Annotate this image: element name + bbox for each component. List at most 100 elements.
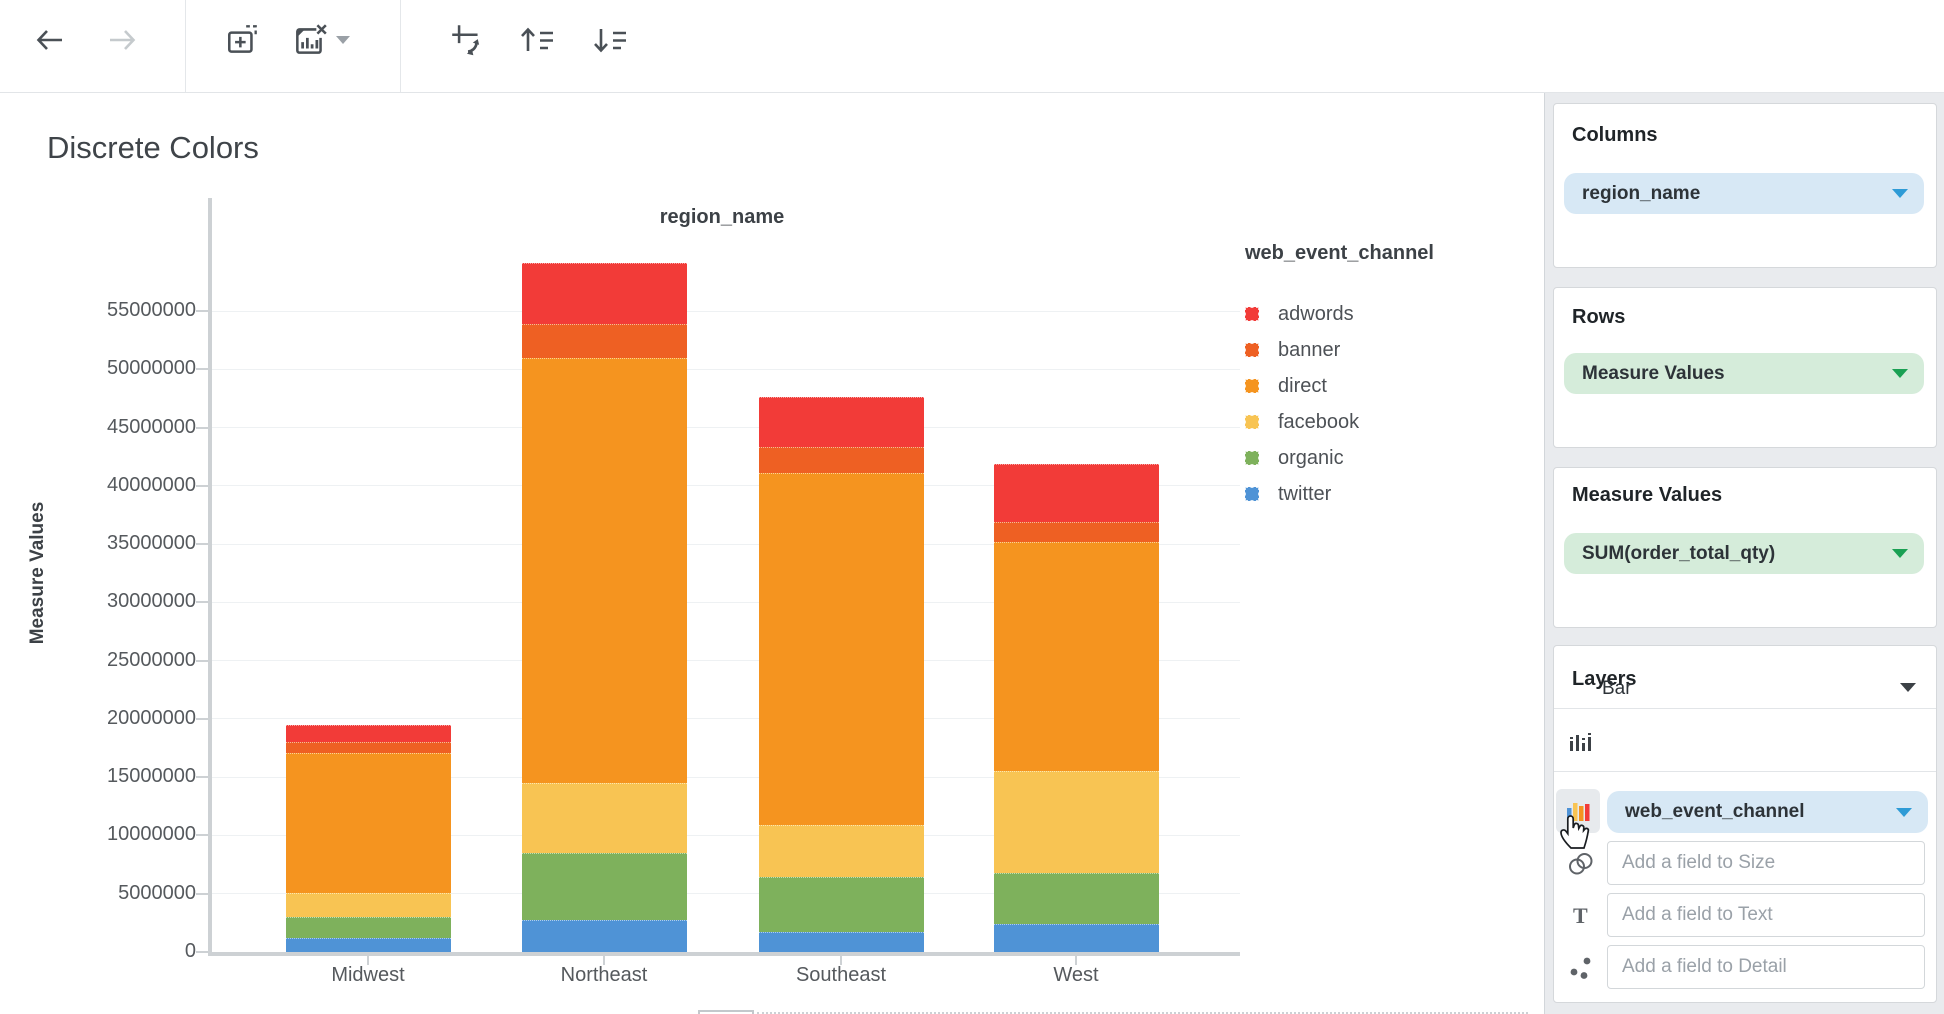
legend-item-twitter[interactable]: twitter — [1245, 480, 1331, 508]
bar-segment-facebook-southeast[interactable] — [758, 824, 924, 878]
bar-segment-organic-northeast[interactable] — [521, 852, 687, 920]
bar-segment-organic-midwest[interactable] — [285, 917, 451, 938]
bar-segment-direct-southeast[interactable] — [758, 472, 924, 825]
bar-segment-direct-west[interactable] — [993, 541, 1159, 772]
legend-item-adwords[interactable]: adwords — [1245, 300, 1354, 328]
bar-segment-organic-southeast[interactable] — [758, 877, 924, 933]
layers-panel: Layers Bar — [1553, 645, 1937, 1003]
y-tick-label: 10000000 — [107, 823, 196, 846]
legend-item-organic[interactable]: organic — [1245, 444, 1344, 472]
legend-item-banner[interactable]: banner — [1245, 336, 1340, 364]
legend-swatch — [1245, 415, 1259, 429]
y-tick-mark — [196, 892, 208, 895]
y-tick-mark — [196, 717, 208, 720]
size-field-input[interactable] — [1607, 841, 1925, 885]
toolbar — [0, 0, 1944, 93]
x-tick-mark — [1075, 956, 1077, 965]
sort-descending-button[interactable] — [590, 20, 630, 60]
circles-icon — [1569, 853, 1593, 875]
y-tick-mark — [196, 776, 208, 779]
forward-arrow-icon — [110, 30, 136, 50]
back-button[interactable] — [30, 20, 70, 60]
size-encoding-icon — [1564, 847, 1596, 879]
legend-swatch — [1245, 307, 1259, 321]
text-field-input[interactable] — [1607, 893, 1925, 937]
bar-segment-facebook-midwest[interactable] — [285, 893, 451, 918]
bar-segment-adwords-northeast[interactable] — [521, 263, 687, 324]
rows-field-pill[interactable]: Measure Values — [1564, 353, 1924, 394]
sort-descending-icon — [594, 29, 626, 53]
legend-item-facebook[interactable]: facebook — [1245, 408, 1359, 436]
legend-item-direct[interactable]: direct — [1245, 372, 1327, 400]
add-visualization-button[interactable] — [223, 20, 263, 60]
swap-axes-button[interactable] — [447, 20, 487, 60]
x-tick-label: Southeast — [795, 964, 887, 986]
x-tick-mark — [367, 956, 369, 965]
gridline — [212, 485, 1240, 487]
y-tick-label: 0 — [184, 940, 196, 962]
color-field-pill[interactable]: web_event_channel — [1607, 791, 1928, 833]
bar-segment-facebook-west[interactable] — [993, 771, 1159, 873]
chevron-down-icon[interactable] — [1892, 549, 1908, 558]
chevron-down-icon[interactable] — [1900, 683, 1916, 692]
legend-title: web_event_channel — [1245, 242, 1434, 264]
chevron-down-icon[interactable] — [1892, 189, 1908, 198]
gridline — [212, 834, 1240, 836]
y-axis-title: Measure Values — [27, 501, 48, 645]
divider — [1554, 708, 1936, 709]
gridline — [212, 893, 1240, 895]
bar-segment-twitter-midwest[interactable] — [285, 938, 451, 952]
y-tick-label: 55000000 — [107, 299, 196, 321]
page-title: Discrete Colors — [47, 130, 259, 165]
svg-text:T: T — [1573, 903, 1588, 928]
forward-button[interactable] — [102, 20, 142, 60]
measure-values-field-pill[interactable]: SUM(order_total_qty) — [1564, 533, 1924, 574]
gridline — [212, 543, 1240, 545]
gridline — [212, 310, 1240, 312]
sort-ascending-button[interactable] — [517, 20, 557, 60]
divider — [1554, 771, 1936, 772]
legend-swatch — [1245, 487, 1259, 501]
bar-segment-adwords-midwest[interactable] — [285, 724, 451, 743]
y-tick-mark — [196, 601, 208, 604]
x-tick-label: West — [1053, 964, 1099, 986]
bar-segment-banner-northeast[interactable] — [521, 323, 687, 358]
hand-cursor-icon — [1560, 815, 1590, 849]
chevron-down-icon[interactable] — [1896, 807, 1912, 817]
columns-field-pill[interactable]: region_name — [1564, 173, 1924, 214]
x-tick-label: Midwest — [331, 964, 405, 986]
bar-segment-organic-west[interactable] — [993, 872, 1159, 924]
bar-segment-banner-west[interactable] — [993, 521, 1159, 542]
remove-visualization-button[interactable] — [290, 20, 330, 60]
y-tick-label: 30000000 — [107, 590, 196, 613]
y-tick-label: 50000000 — [107, 357, 196, 380]
y-axis-line — [208, 198, 212, 956]
pill-label: web_event_channel — [1625, 801, 1805, 822]
y-tick-mark — [196, 310, 208, 312]
bar-segment-adwords-southeast[interactable] — [758, 397, 924, 448]
chart-title: region_name — [659, 206, 785, 228]
bar-segment-facebook-northeast[interactable] — [521, 783, 687, 853]
swap-axes-icon — [452, 25, 480, 56]
y-tick-mark — [196, 834, 208, 837]
drop-zone-border — [757, 1012, 1528, 1014]
remove-visualization-menu-button[interactable] — [332, 20, 354, 60]
partial-control[interactable] — [698, 1010, 754, 1014]
bar-segment-twitter-west[interactable] — [993, 924, 1159, 952]
color-bars-icon — [1567, 803, 1590, 821]
bar-segment-adwords-west[interactable] — [993, 463, 1159, 522]
bar-segment-direct-northeast[interactable] — [521, 357, 687, 783]
pill-label: Measure Values — [1582, 362, 1725, 384]
bar-segment-banner-southeast[interactable] — [758, 447, 924, 473]
bar-segment-twitter-southeast[interactable] — [758, 932, 924, 952]
y-tick-label: 25000000 — [107, 648, 196, 671]
bar-segment-banner-midwest[interactable] — [285, 742, 451, 754]
columns-header: Columns — [1572, 124, 1658, 146]
bar-segment-twitter-northeast[interactable] — [521, 919, 687, 952]
chevron-down-icon[interactable] — [1892, 369, 1908, 378]
mini-bar-chart-icon — [1570, 733, 1591, 751]
back-arrow-icon — [36, 30, 62, 50]
detail-field-input[interactable] — [1607, 945, 1925, 989]
sort-ascending-icon — [521, 27, 553, 51]
bar-segment-direct-midwest[interactable] — [285, 753, 451, 894]
